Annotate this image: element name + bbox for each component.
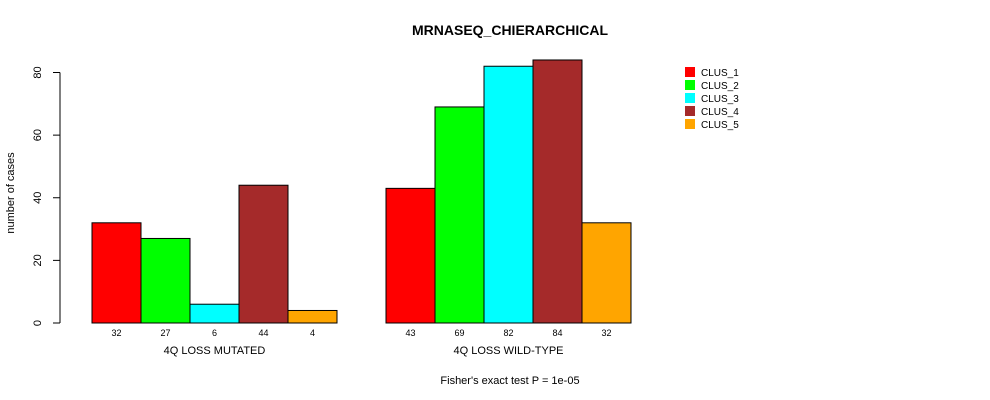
legend-swatch	[685, 80, 695, 90]
bar-count-label: 82	[503, 328, 513, 338]
footnote: Fisher's exact test P = 1e-05	[440, 375, 579, 387]
legend-label: CLUS_5	[701, 120, 739, 131]
y-axis: 0 20 40 60 80	[32, 66, 61, 326]
legend-label: CLUS_1	[701, 68, 739, 79]
bar-count-label: 32	[111, 328, 121, 338]
bar-count-label: 44	[258, 328, 268, 338]
bar-clus-1	[91, 222, 142, 324]
bar-group: 43 69 82 84 32 4Q LOSS WILD-TYPE	[385, 59, 632, 357]
bar-clus-2	[434, 106, 485, 324]
bar-clus-3	[483, 65, 534, 324]
bar-clus-4	[532, 59, 583, 324]
bar-count-label: 69	[454, 328, 464, 338]
bar-clus-5	[287, 309, 338, 324]
bar-count-label: 43	[405, 328, 415, 338]
bar-clus-3	[189, 303, 240, 324]
legend-label: CLUS_3	[701, 94, 739, 105]
bar-count-label: 4	[310, 328, 315, 338]
legend-swatch	[685, 93, 695, 103]
group-label: 4Q LOSS WILD-TYPE	[453, 345, 563, 357]
bar-clus-4	[238, 184, 289, 324]
y-axis-label: number of cases	[5, 152, 17, 234]
bar-count-label: 84	[552, 328, 562, 338]
chart-title: MRNASEQ_CHIERARCHICAL	[412, 22, 608, 38]
legend-label: CLUS_4	[701, 107, 739, 118]
y-tick-label: 0	[32, 320, 44, 326]
y-tick-label: 40	[32, 192, 44, 204]
legend-label: CLUS_2	[701, 81, 739, 92]
group-label: 4Q LOSS MUTATED	[164, 345, 266, 357]
legend-swatch	[685, 106, 695, 116]
bar-count-label: 27	[160, 328, 170, 338]
legend: CLUS_1 CLUS_2 CLUS_3 CLUS_4 CLUS_5	[685, 67, 739, 131]
bar-count-label: 6	[212, 328, 217, 338]
y-tick-label: 20	[32, 254, 44, 266]
legend-swatch	[685, 67, 695, 77]
y-tick-label: 80	[32, 66, 44, 78]
bar-clus-5	[581, 222, 632, 324]
bar-clus-2	[140, 237, 191, 324]
bar-clus-1	[385, 187, 436, 324]
legend-swatch	[685, 119, 695, 129]
y-tick-label: 60	[32, 129, 44, 141]
bar-group: 32 27 6 44 44Q LOSS MUTATED	[91, 184, 338, 357]
bar-count-label: 32	[601, 328, 611, 338]
